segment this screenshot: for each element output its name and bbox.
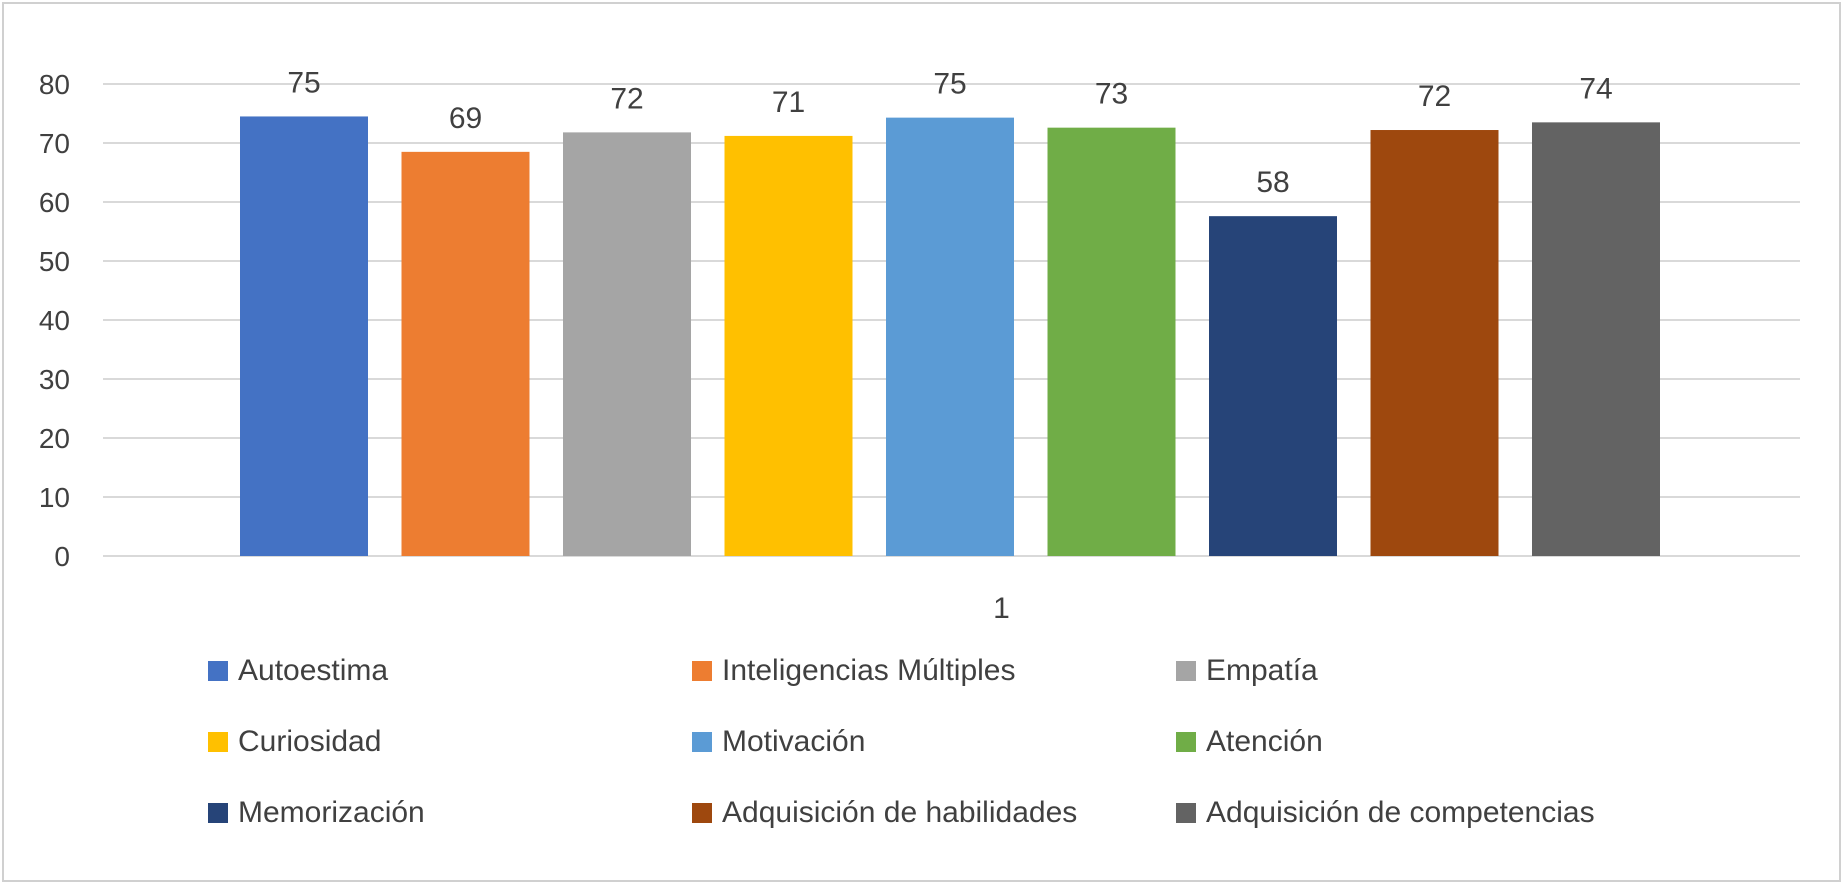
bar-4: [724, 135, 853, 557]
legend-label: Memorización: [238, 796, 425, 829]
bar-3: [563, 132, 691, 556]
y-tick-label: 20: [39, 423, 70, 454]
bar-1: [240, 116, 368, 556]
legend-swatch: [692, 732, 712, 752]
bar-6: [1047, 127, 1176, 556]
bar-5: [886, 117, 1014, 556]
data-label: 69: [449, 102, 482, 135]
data-label: 71: [772, 86, 805, 119]
legend-swatch: [1176, 803, 1196, 823]
legend-swatch: [208, 732, 228, 752]
bars: [240, 116, 1660, 557]
x-category-label: 1: [993, 592, 1010, 625]
legend-label: Atención: [1206, 725, 1323, 758]
legend-item: Autoestima: [208, 654, 388, 688]
legend-swatch: [1176, 732, 1196, 752]
legend-swatch: [692, 661, 712, 681]
y-tick-label: 70: [39, 128, 70, 159]
legend-label: Motivación: [722, 725, 866, 758]
legend-label: Autoestima: [238, 654, 389, 687]
data-label: 74: [1579, 72, 1612, 105]
legend-label: Adquisición de competencias: [1206, 796, 1595, 829]
y-tick-label: 30: [39, 364, 70, 395]
data-labels: 75 69 72 71 75 73 58 72 74: [287, 66, 1612, 199]
data-label: 72: [610, 82, 643, 115]
legend-item: Adquisición de competencias: [1176, 796, 1595, 830]
bar-8: [1370, 130, 1499, 556]
legend-label: Inteligencias Múltiples: [722, 654, 1016, 687]
legend-item: Atención: [1176, 725, 1323, 759]
legend-item: Motivación: [692, 725, 865, 759]
bar-7: [1209, 216, 1337, 556]
legend-item: Empatía: [1176, 654, 1318, 688]
legend-swatch: [692, 803, 712, 823]
data-label: 72: [1418, 80, 1451, 113]
y-tick-label: 60: [39, 187, 70, 218]
data-label: 73: [1095, 78, 1128, 111]
legend-item: Inteligencias Múltiples: [692, 654, 1015, 688]
y-tick-label: 50: [39, 246, 70, 277]
legend-item: Adquisición de habilidades: [692, 796, 1077, 830]
legend-swatch: [1176, 661, 1196, 681]
legend-swatch: [208, 661, 228, 681]
legend-label: Empatía: [1206, 654, 1318, 687]
legend-item: Curiosidad: [208, 725, 381, 759]
legend-item: Memorización: [208, 796, 425, 830]
legend-label: Adquisición de habilidades: [722, 796, 1078, 829]
y-tick-label: 0: [54, 541, 70, 572]
data-label: 75: [287, 66, 320, 99]
x-axis-category-labels: 1: [993, 592, 1010, 625]
y-axis-tick-labels: 0 10 20 30 40 50 60 70 80: [39, 69, 70, 572]
bar-9: [1532, 122, 1660, 556]
y-tick-label: 40: [39, 305, 70, 336]
data-label: 58: [1256, 166, 1289, 199]
y-tick-label: 10: [39, 482, 70, 513]
bar-2: [401, 151, 530, 556]
data-label: 75: [933, 68, 966, 101]
y-tick-label: 80: [39, 69, 70, 100]
legend-label: Curiosidad: [238, 725, 382, 758]
legend-swatch: [208, 803, 228, 823]
